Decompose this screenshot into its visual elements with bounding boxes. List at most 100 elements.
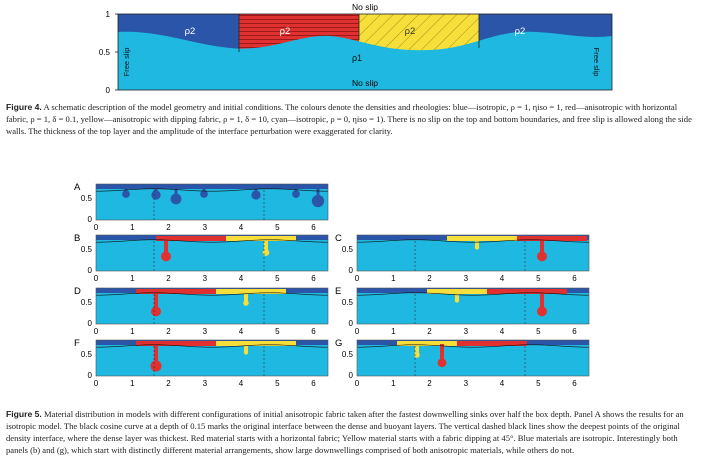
x-tick-label: 5 (275, 327, 280, 336)
anisotropic-layer (216, 289, 286, 294)
downwelling (151, 190, 161, 200)
x-tick-label: 4 (500, 327, 505, 336)
x-tick-label: 4 (239, 327, 244, 336)
x-tick-label: 0 (94, 327, 99, 336)
downwelling (243, 300, 249, 306)
x-tick-label: 1 (130, 327, 135, 336)
y-tick-label: 0.5 (342, 245, 354, 254)
anisotropic-layer (156, 236, 226, 241)
model-schematic: 1 0.5 0 No slip No slip ρ2 ρ2 ρ2 ρ2 ρ1 F… (99, 2, 613, 95)
panel-letter: F (74, 338, 80, 349)
y-tick-label: 1 (106, 10, 111, 19)
x-tick-label: 3 (203, 327, 208, 336)
left-wall-label: Free slip (122, 48, 131, 77)
x-tick-label: 6 (311, 327, 316, 336)
x-tick-label: 5 (536, 274, 541, 283)
downwelling (262, 249, 270, 256)
x-tick-label: 0 (355, 327, 360, 336)
downwelling (243, 350, 249, 355)
x-tick-label: 3 (464, 274, 469, 283)
anisotropic-layer (136, 289, 216, 294)
x-tick-label: 3 (464, 327, 469, 336)
panel-c: 0.5 00 1 2 3 4 5 6 C (335, 233, 590, 283)
y-tick-label: 0 (88, 319, 93, 328)
downwelling (251, 190, 261, 200)
x-tick-label: 6 (572, 274, 577, 283)
x-tick-label: 6 (572, 379, 577, 388)
anisotropic-layer (517, 236, 587, 241)
y-tick-label: 0 (88, 266, 93, 275)
downwelling (161, 251, 171, 262)
panel-g: 0.5 00 1 2 3 4 5 6 G (335, 338, 590, 388)
figure-5-label: Figure 5. (6, 409, 42, 419)
panel-d: 0.5 00 1 2 3 4 5 6 D (74, 286, 329, 336)
x-tick-label: 1 (130, 223, 135, 232)
figure-5-caption: Figure 5. Material distribution in model… (6, 408, 700, 456)
anisotropic-layer (487, 289, 567, 294)
x-tick-label: 1 (391, 274, 396, 283)
x-tick-label: 2 (166, 327, 171, 336)
x-tick-label: 3 (203, 274, 208, 283)
interface-curve (356, 344, 590, 348)
y-tick-label: 0.5 (81, 298, 93, 307)
figure-4-label: Figure 4. (6, 102, 42, 112)
x-tick-label: 2 (427, 327, 432, 336)
panel-f: 0.5 00 1 2 3 4 5 6 F (74, 338, 329, 388)
x-tick-label: 2 (427, 379, 432, 388)
anisotropic-layer (447, 236, 517, 241)
panel-e: 0.5 00 1 2 3 4 5 6 E (335, 286, 590, 336)
panel-letter: A (74, 182, 81, 193)
x-tick-label: 1 (391, 327, 396, 336)
downwelling (537, 251, 547, 262)
downwelling (437, 358, 447, 368)
panel-letter: G (335, 338, 342, 349)
x-tick-label: 2 (166, 274, 171, 283)
downwelling (454, 298, 460, 303)
y-tick-label: 0 (349, 371, 354, 380)
panel-b: 0.5 00 1 2 3 4 5 6 B (74, 233, 329, 283)
x-tick-label: 4 (500, 379, 505, 388)
panel-letter: D (74, 286, 81, 297)
x-tick-label: 6 (311, 223, 316, 232)
x-tick-label: 2 (166, 379, 171, 388)
x-tick-label: 3 (203, 223, 208, 232)
x-tick-label: 3 (464, 379, 469, 388)
figure-4-caption: Figure 4. A schematic description of the… (6, 101, 700, 137)
x-tick-label: 5 (275, 274, 280, 283)
interface-curve (95, 292, 329, 296)
anisotropic-layer (136, 341, 216, 346)
panel-a: 0.5 00 1 2 3 4 5 6 A (74, 182, 329, 232)
layer-label: ρ2 (405, 26, 416, 37)
interface-curve (356, 239, 590, 243)
downwelling (292, 190, 300, 198)
x-tick-label: 4 (239, 379, 244, 388)
yellow-layer (359, 14, 479, 51)
anisotropic-layer (226, 236, 296, 241)
downwelling (311, 194, 325, 208)
y-tick-label: 0.5 (342, 350, 354, 359)
x-tick-label: 4 (239, 223, 244, 232)
x-tick-label: 5 (275, 223, 280, 232)
x-tick-label: 0 (94, 223, 99, 232)
downwelling (151, 306, 161, 317)
downwelling (414, 352, 420, 358)
interface-curve (356, 292, 590, 296)
interface-curve (95, 239, 329, 243)
x-tick-label: 5 (536, 327, 541, 336)
downwelling (537, 306, 547, 317)
interface-curve (95, 188, 329, 192)
y-tick-label: 0.5 (81, 194, 93, 203)
y-tick-label: 0 (106, 86, 111, 95)
figure-4-caption-text: A schematic description of the model geo… (6, 102, 692, 136)
x-tick-label: 4 (239, 274, 244, 283)
x-tick-label: 4 (500, 274, 505, 283)
downwelling (150, 360, 162, 372)
x-tick-label: 0 (355, 274, 360, 283)
y-tick-label: 0 (88, 215, 93, 224)
x-tick-label: 6 (311, 379, 316, 388)
downwelling (122, 190, 130, 198)
anisotropic-layer (427, 289, 487, 294)
layer-label: ρ1 (352, 53, 362, 63)
anisotropic-layer (397, 341, 457, 346)
panel-letter: C (335, 233, 342, 244)
